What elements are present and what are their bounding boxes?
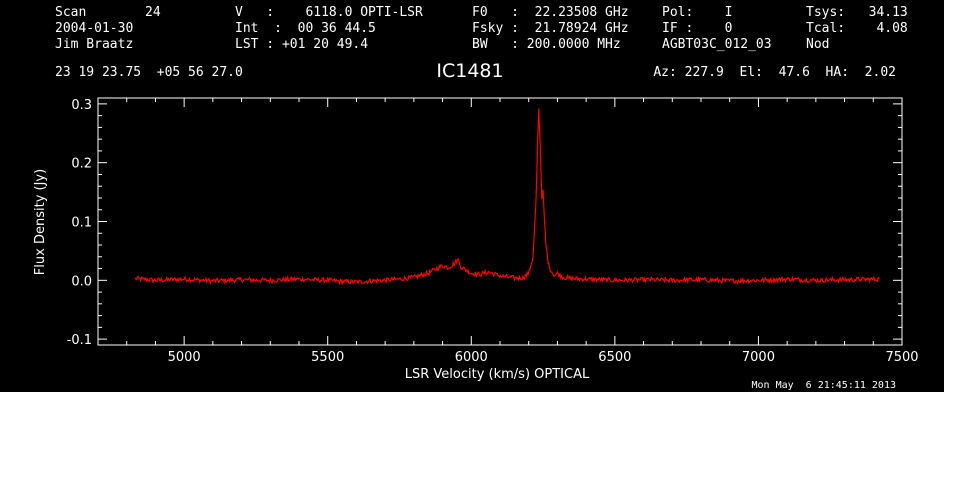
spectrum-chart: 5000 5500 6000 6500 7000 7500 -0.1 0.0 0.1 0.2 0.3…	[33, 97, 919, 382]
project-id: AGBT03C_012_03	[662, 37, 772, 52]
lst-info: LST : +01 20 49.4	[235, 37, 369, 52]
if-number: IF : 0	[662, 21, 733, 36]
axis-tick-labels: 5000 5500 6000 6500 7000 7500 -0.1 0.0 0.1 0.2 0.3	[67, 98, 919, 365]
switching-mode: Nod	[806, 37, 830, 52]
y-tick-label: 0.2	[71, 157, 92, 172]
velocity-info: V : 6118.0 OPTI-LSR	[235, 5, 423, 20]
axis-ticks	[98, 98, 903, 345]
source-coordinates: 23 19 23.75 +05 56 27.0	[55, 65, 243, 80]
plot-frame	[97, 97, 903, 346]
x-axis-label: LSR Velocity (km/s) OPTICAL	[405, 367, 590, 382]
sky-frequency: Fsky : 21.78924 GHz	[472, 21, 629, 36]
pointing-info: Az: 227.9 El: 47.6 HA: 2.02	[653, 65, 896, 80]
scan-label: Scan	[55, 5, 87, 20]
scan-number: 24	[145, 5, 161, 20]
x-tick-label: 7000	[742, 350, 775, 365]
x-tick-label: 6500	[598, 350, 631, 365]
integration-time: Int : 00 36 44.5	[235, 21, 376, 36]
x-tick-label: 6000	[455, 350, 488, 365]
y-tick-label: 0.1	[71, 216, 92, 231]
y-tick-label: -0.1	[67, 333, 92, 348]
y-tick-label: 0.0	[71, 274, 92, 289]
rest-frequency: F0 : 22.23508 GHz	[472, 5, 629, 20]
system-temperature: Tsys: 34.13	[806, 5, 908, 20]
observation-panel: Scan 24 2004-01-30 Jim Braatz V : 6118.0…	[0, 0, 944, 392]
source-name: IC1481	[436, 60, 504, 82]
y-tick-label: 0.3	[71, 98, 92, 113]
polarization: Pol: I	[662, 5, 733, 20]
plot-timestamp: Mon May 6 21:45:11 2013	[751, 380, 897, 391]
spectrum-line	[134, 108, 880, 286]
observer-name: Jim Braatz	[55, 37, 134, 52]
x-tick-label: 5000	[168, 350, 201, 365]
x-tick-label: 7500	[885, 350, 918, 365]
observation-date: 2004-01-30	[55, 21, 134, 36]
x-tick-label: 5500	[311, 350, 344, 365]
calibration-temperature: Tcal: 4.08	[806, 21, 908, 36]
y-axis-label: Flux Density (Jy)	[33, 169, 48, 275]
bandwidth: BW : 200.0000 MHz	[472, 37, 621, 52]
